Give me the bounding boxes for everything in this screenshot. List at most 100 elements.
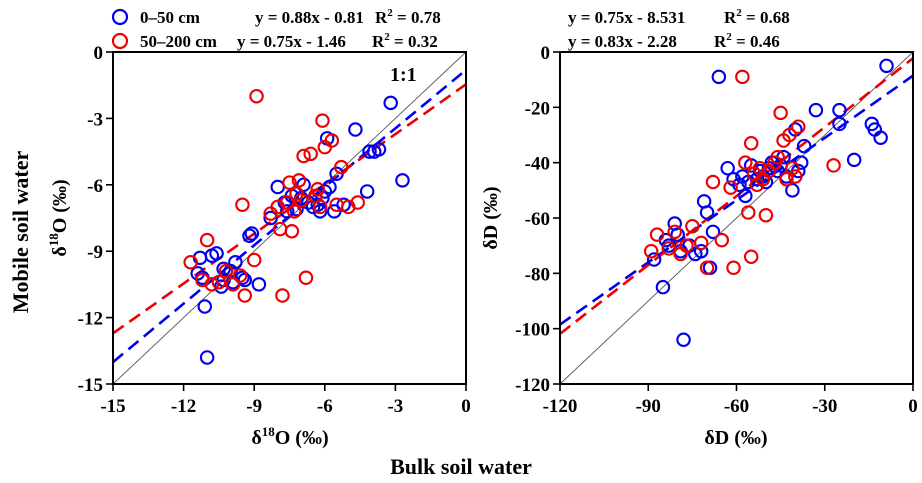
right-axis-ticks: -120 -90 -60 -30 0 -120 -100 -80 -60 -40 -20 0	[515, 43, 918, 417]
left-point-series-0	[244, 226, 260, 241]
right-annotation-2-equation: y = 0.83x - 2.28	[568, 32, 677, 51]
right-point-series-1	[661, 241, 677, 256]
right-point-series-0	[785, 183, 800, 198]
left-point-series-1	[225, 277, 241, 292]
left-point-series-0	[348, 122, 363, 137]
legend-equation-50-200: y = 0.75x - 1.46	[237, 32, 346, 51]
left-point-series-0	[251, 277, 267, 292]
left-one-to-one-label: 1:1	[390, 64, 417, 86]
right-point-series-0	[832, 102, 847, 118]
left-point-series-1	[204, 277, 220, 292]
left-point-series-0	[270, 179, 285, 195]
right-point-series-1	[743, 136, 759, 151]
right-point-series-0	[873, 130, 888, 146]
left-point-series-1	[211, 274, 227, 290]
right-point-series-1	[738, 155, 753, 170]
left-point-series-1	[279, 195, 295, 210]
left-point-series-1	[218, 263, 234, 279]
right-point-series-1	[743, 249, 759, 264]
left-point-series-1	[291, 173, 307, 188]
right-point-series-0	[655, 279, 671, 295]
legend-r2-0-50: R2 = 0.78	[375, 7, 441, 27]
left-y-tick-label: -12	[78, 309, 103, 330]
left-point-series-1	[294, 193, 309, 208]
right-point-series-0	[879, 58, 894, 74]
right-fit-lines	[560, 57, 913, 335]
left-point-series-1	[298, 270, 314, 286]
right-point-series-1	[693, 235, 709, 251]
right-chart-panel: -120 -90 -60 -30 0 -120 -100 -80 -60 -40 -20 0 δD (…	[480, 43, 918, 449]
left-y-tick-label: -15	[78, 375, 103, 396]
left-plot-frame	[112, 51, 467, 385]
right-point-series-1	[705, 174, 721, 190]
left-point-series-1	[350, 195, 365, 210]
right-x-tick-label: -120	[543, 396, 578, 417]
right-point-series-0	[705, 224, 721, 240]
right-point-series-0	[732, 177, 747, 193]
right-point-series-1	[699, 260, 715, 276]
left-x-tick-label: 0	[461, 396, 471, 417]
legend-label-0-50: 0–50 cm	[140, 8, 200, 27]
right-fit-line-1	[560, 57, 913, 335]
right-point-series-0	[832, 116, 847, 132]
right-point-series-1	[773, 105, 788, 121]
right-point-series-0	[670, 227, 685, 242]
left-point-series-0	[362, 144, 377, 159]
legend: 0–50 cm y = 0.88x - 0.81 R2 = 0.78 50–20…	[111, 7, 441, 51]
left-point-series-0	[359, 184, 375, 199]
left-scatter-points	[183, 89, 410, 365]
right-point-series-1	[741, 205, 756, 220]
right-x-tick-label: -90	[636, 396, 661, 417]
left-point-series-0	[228, 255, 243, 270]
legend-label-50-200: 50–200 cm	[140, 32, 217, 51]
right-fit-line-0	[560, 74, 913, 326]
left-point-series-1	[303, 146, 318, 162]
right-point-series-1	[643, 243, 659, 259]
right-x-tick-label: -60	[724, 396, 749, 417]
left-point-series-1	[284, 224, 300, 239]
left-point-series-1	[312, 199, 328, 215]
right-annotation-1-equation: y = 0.75x - 8.531	[568, 8, 685, 27]
left-y-tick-label: -3	[87, 109, 103, 130]
left-point-series-0	[235, 270, 250, 286]
right-point-series-0	[796, 138, 812, 154]
right-y-tick-label: -40	[525, 154, 550, 175]
right-annotation-2-r2: R2 = 0.46	[714, 31, 780, 51]
right-point-series-1	[770, 149, 785, 165]
left-x-tick-label: -12	[171, 396, 196, 417]
shared-x-axis-label: Bulk soil water	[390, 454, 532, 479]
left-point-series-1	[183, 255, 198, 270]
right-point-series-0	[711, 69, 727, 85]
right-point-series-1	[788, 169, 803, 184]
left-point-series-0	[395, 173, 410, 188]
left-x-tick-label: -15	[100, 396, 125, 417]
legend-marker-0-50	[111, 8, 129, 26]
right-point-series-1	[735, 69, 750, 85]
left-y-tick-label: 0	[94, 43, 104, 64]
right-annotations: y = 0.75x - 8.531 R2 = 0.68 y = 0.83x - …	[568, 7, 790, 51]
left-chart-panel: -15 -12 -9 -6 -3 0-15-12-9-6-30 1:1 δ18O (‰) …	[46, 43, 471, 449]
legend-equation-0-50: y = 0.88x - 0.81	[255, 8, 364, 27]
left-point-series-0	[312, 204, 328, 219]
right-point-series-1	[679, 238, 694, 253]
left-point-series-0	[371, 142, 387, 157]
left-point-series-0	[296, 177, 311, 193]
left-point-series-1	[286, 204, 302, 219]
right-plot-frame	[559, 51, 914, 385]
right-y-tick-label: -80	[525, 264, 550, 285]
right-scatter-points	[643, 58, 894, 347]
right-point-series-0	[646, 252, 662, 267]
left-point-series-1	[246, 252, 262, 268]
right-point-series-1	[779, 172, 794, 187]
right-y-tick-label: -60	[525, 209, 550, 230]
right-annotation-1-r2: R2 = 0.68	[724, 7, 790, 27]
left-point-series-1	[235, 197, 250, 212]
left-point-series-1	[237, 288, 253, 303]
right-y-tick-label: 0	[541, 43, 551, 64]
left-point-series-1	[232, 268, 248, 283]
right-one-to-one-line	[560, 52, 913, 384]
left-point-series-1	[275, 288, 290, 303]
left-x-tick-label: -6	[317, 396, 333, 417]
left-point-series-1	[249, 89, 264, 104]
left-x-tick-label: -9	[246, 396, 262, 417]
